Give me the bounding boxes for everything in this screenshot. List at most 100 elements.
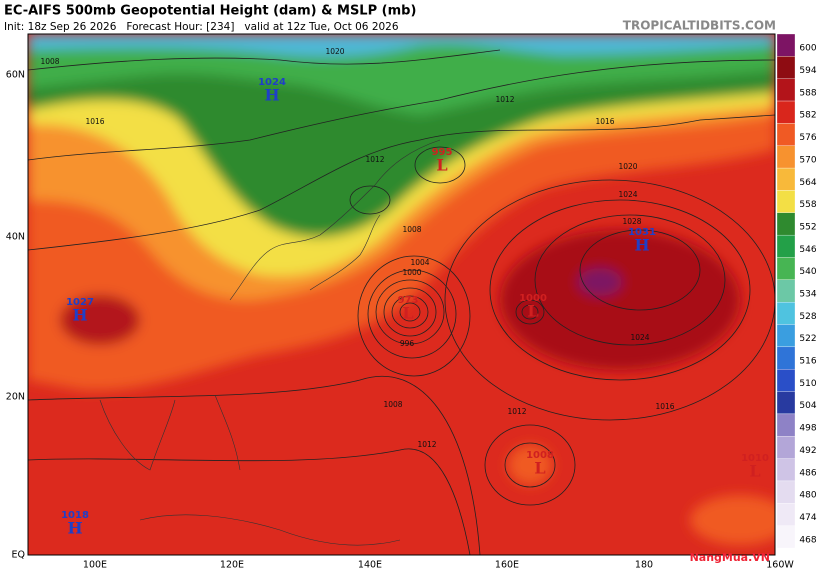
colorbar-swatch <box>776 324 796 348</box>
isobar-label: 1012 <box>365 155 384 164</box>
isobar-label: 1020 <box>618 162 637 171</box>
colorbar-label: 528 <box>799 312 816 322</box>
colorbar-swatch <box>776 167 796 191</box>
colorbar-label: 492 <box>799 446 816 456</box>
coastlines <box>99 139 441 546</box>
colorbar-swatch <box>776 480 796 504</box>
isobar-label: 1016 <box>655 402 674 411</box>
colorbar-swatch <box>776 346 796 370</box>
isobar-label: 1008 <box>402 225 421 234</box>
center-symbol: L <box>527 302 538 321</box>
isobar-label: 1016 <box>595 117 614 126</box>
colorbar-label: 474 <box>799 513 816 523</box>
colorbar-label: 600 <box>799 44 816 54</box>
longitude-label: 160W <box>766 560 794 571</box>
colorbar-label: 558 <box>799 200 816 210</box>
colorbar-swatch <box>776 302 796 325</box>
center-value: 995 <box>432 147 453 158</box>
colorbar-label: 534 <box>799 290 816 300</box>
isobar-label: 1012 <box>495 95 514 104</box>
colorbar-label: 498 <box>799 424 816 434</box>
colorbar: 600 594 588 582 576 570 564 558 552 546 540 534 528 5… <box>776 33 817 549</box>
isobar-label: 1000 <box>402 268 421 277</box>
isobar-label: 1016 <box>85 117 104 126</box>
colorbar-label: 564 <box>799 178 816 188</box>
isobar-label: 1028 <box>622 217 641 226</box>
colorbar-swatch <box>776 525 796 549</box>
isobars <box>28 49 775 555</box>
colorbar-swatch <box>776 123 796 146</box>
longitude-label: 180 <box>635 560 653 571</box>
colorbar-label: 546 <box>799 245 816 255</box>
colorbar-swatch <box>776 458 796 482</box>
center-value: 1018 <box>61 510 89 521</box>
isobar-label: 1012 <box>507 407 526 416</box>
colorbar-swatch <box>776 279 796 303</box>
isobar-label: 1004 <box>410 258 429 267</box>
isobar-label: 1012 <box>417 440 436 449</box>
latitude-label: 20N <box>6 392 25 403</box>
colorbar-label: 516 <box>799 357 816 367</box>
colorbar-label: 540 <box>799 267 816 277</box>
center-value: 973 <box>398 295 419 306</box>
latitude-label: 40N <box>6 232 25 243</box>
colorbar-label: 552 <box>799 222 816 232</box>
map-frame <box>27 33 776 556</box>
center-symbol: H <box>72 306 87 325</box>
center-symbol: H <box>67 519 82 538</box>
colorbar-label: 594 <box>799 66 816 76</box>
longitude-label: 140E <box>358 560 382 571</box>
isobar-label: 1024 <box>618 190 637 199</box>
colorbar-swatch <box>776 145 796 169</box>
center-value: 1031 <box>628 227 656 238</box>
center-value: 1008 <box>526 450 554 461</box>
colorbar-swatch <box>776 100 796 124</box>
isobar-label: 1024 <box>630 333 649 342</box>
isobar-label: 1020 <box>325 47 344 56</box>
latitude-label: 60N <box>6 70 25 81</box>
colorbar-swatch <box>776 413 796 437</box>
colorbar-swatch <box>776 257 796 280</box>
colorbar-swatch <box>776 503 796 526</box>
title: EC-AIFS 500mb Geopotential Height (dam) … <box>4 4 416 19</box>
center-symbol: L <box>402 304 413 323</box>
center-symbol: L <box>534 459 545 478</box>
isobar-label: 1008 <box>40 57 59 66</box>
center-symbol: L <box>436 156 447 175</box>
longitude-label: 100E <box>83 560 107 571</box>
colorbar-label: 480 <box>799 491 816 501</box>
center-symbol: H <box>634 236 649 255</box>
subtitle: Init: 18z Sep 26 2026 Forecast Hour: [23… <box>4 21 399 33</box>
colorbar-swatch <box>776 234 796 258</box>
colorbar-label: 510 <box>799 379 816 389</box>
colorbar-swatch <box>776 33 796 57</box>
colorbar-label: 486 <box>799 468 816 478</box>
center-value: 1024 <box>258 77 286 88</box>
longitude-label: 120E <box>220 560 244 571</box>
isobar-label: 996 <box>400 339 415 348</box>
colorbar-label: 576 <box>799 133 816 143</box>
isobar-label: 1008 <box>383 400 402 409</box>
source: TROPICALTIDBITS.COM <box>623 19 776 33</box>
center-symbol: L <box>749 462 760 481</box>
center-value: 1010 <box>741 453 769 464</box>
colorbar-label: 588 <box>799 88 816 98</box>
latitude-label: EQ <box>12 550 25 561</box>
axes: 60N 40N 20N EQ 100E 120E 140E 160E 180 160W <box>6 70 795 571</box>
colorbar-swatch <box>776 391 796 415</box>
colorbar-label: 570 <box>799 155 816 165</box>
isobar-labels: 1008 1020 1016 1012 1008 1012 1016 1020 1024 1028… <box>40 47 674 449</box>
colorbar-label: 504 <box>799 401 816 411</box>
watermark: NangMua.VN <box>690 551 770 564</box>
colorbar-swatch <box>776 56 796 79</box>
colorbar-label: 582 <box>799 111 816 121</box>
center-value: 1027 <box>66 297 94 308</box>
colorbar-label: 522 <box>799 334 816 344</box>
longitude-label: 160E <box>495 560 519 571</box>
colorbar-swatch <box>776 78 796 102</box>
colorbar-swatch <box>776 369 796 392</box>
center-symbol: H <box>264 86 279 105</box>
